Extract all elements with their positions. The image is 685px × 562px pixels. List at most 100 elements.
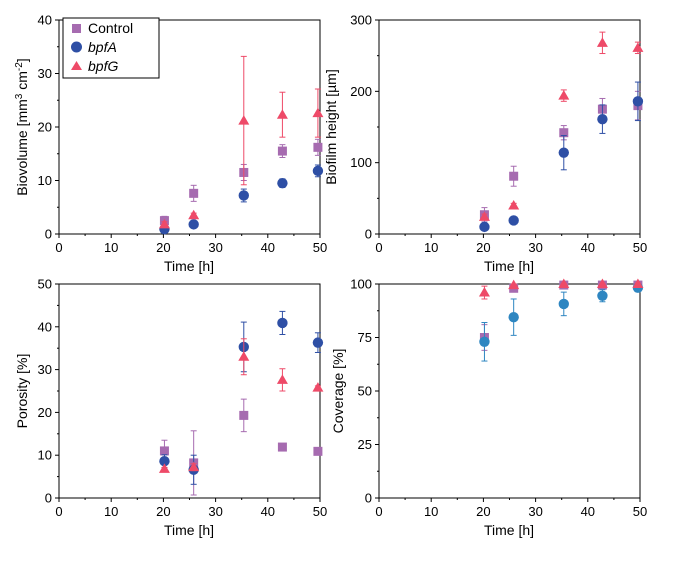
porosity-control-point [159, 446, 169, 456]
porosity-y-tick-label: 40 [38, 319, 52, 334]
legend-bpfG-marker [71, 61, 82, 70]
coverage-y-tick-label: 50 [358, 384, 372, 399]
porosity-y-tick-label: 30 [38, 362, 52, 377]
biovolume-ylabel-part-1: Biovolume [mm [14, 99, 30, 195]
porosity-x-axis-label: Time [h] [164, 522, 214, 538]
porosity-y-tick-label: 0 [45, 491, 52, 506]
biovolume-y-tick-label: 40 [38, 13, 52, 28]
biovolume-control-point [277, 146, 287, 156]
biovolume-control-point [189, 188, 199, 198]
porosity-bpfA-point [312, 337, 324, 348]
porosity-x-tick-label: 0 [55, 504, 62, 519]
porosity-x-tick-label: 30 [208, 504, 222, 519]
coverage-x-tick-label: 40 [581, 504, 595, 519]
biofilm-height-y-tick-label: 300 [350, 13, 372, 28]
porosity-bpfG-point [238, 351, 250, 361]
coverage-x-tick-label: 30 [528, 504, 542, 519]
biovolume-y-tick-label: 0 [45, 227, 52, 242]
porosity-control-point [313, 446, 323, 456]
coverage-bpfG-point [596, 278, 608, 288]
coverage-bpfG-point [558, 278, 570, 288]
biovolume-y-axis-label: Biovolume [mm3 cm-2] [14, 58, 30, 195]
biofilm-height-bpfA-point [558, 147, 569, 158]
biofilm-height-x-tick-label: 0 [375, 240, 382, 255]
porosity-series-bpfG [158, 338, 324, 473]
panel-coverage: 0 10 20 30 40 50 0 25 50 75 100 Time [h] Coverage … [330, 277, 647, 539]
porosity-y-axis-label: Porosity [%] [14, 354, 30, 429]
biovolume-x-axis-label: Time [h] [164, 258, 214, 274]
panel-biovolume: 0 10 20 30 40 50 0 10 20 30 40 Time [h] Biovolume … [14, 13, 327, 275]
porosity-bpfG-point [312, 382, 324, 392]
biofilm-height-control-point [509, 171, 519, 181]
biovolume-x-tick-label: 30 [208, 240, 222, 255]
panel-biofilm-height: 0 10 20 30 40 50 0 100 200 300 Time [h] Biofilm h… [323, 13, 647, 275]
porosity-bpfG-point [188, 461, 200, 472]
porosity-x-tick-label: 50 [313, 504, 327, 519]
coverage-plot-area: 0 10 20 30 40 50 0 25 50 75 100 [350, 277, 647, 520]
legend-bpfA-label: bpfA [88, 39, 117, 55]
legend: Control bpfA bpfG [62, 17, 160, 79]
biofilm-height-series-bpfG [478, 31, 644, 221]
biovolume-bpfA-point [238, 190, 249, 201]
biovolume-y-tick-label: 30 [38, 66, 52, 81]
porosity-plot-area: 0 10 20 30 40 50 0 10 20 30 40 50 [38, 277, 328, 520]
legend-bpfA-marker [71, 41, 82, 53]
porosity-x-tick-label: 40 [261, 504, 275, 519]
coverage-series-bpfA [479, 282, 644, 362]
porosity-y-tick-label: 20 [38, 405, 52, 420]
coverage-series-bpfG [478, 278, 644, 300]
porosity-series-bpfA [159, 310, 324, 485]
biovolume-x-tick-label: 20 [156, 240, 170, 255]
biofilm-height-x-tick-label: 50 [633, 240, 647, 255]
coverage-bpfG-point [478, 287, 490, 297]
biovolume-plot-area: 0 10 20 30 40 50 0 10 20 30 40 [38, 13, 328, 256]
porosity-bpfG-point [276, 374, 288, 384]
panel-porosity: 0 10 20 30 40 50 0 10 20 30 40 50 Time [h] Porosity… [14, 277, 327, 539]
biofilm-height-x-axis-label: Time [h] [484, 258, 534, 274]
biovolume-ylabel-part-2: cm [14, 71, 30, 94]
legend-control-marker [72, 24, 81, 33]
biofilm-height-bpfA-point [597, 113, 608, 125]
biofilm-height-y-tick-label: 0 [365, 227, 372, 242]
porosity-control-point [277, 442, 287, 452]
biofilm-height-x-tick-label: 20 [476, 240, 490, 255]
coverage-y-tick-label: 0 [365, 491, 372, 506]
biofilm-height-bpfG-point [558, 90, 570, 100]
legend-bpfG-label: bpfG [88, 58, 118, 74]
biofilm-height-y-tick-label: 100 [350, 155, 372, 170]
biovolume-series-bpfG [158, 55, 324, 229]
biovolume-y-tick-label: 10 [38, 173, 52, 188]
porosity-bpfA-point [277, 317, 288, 329]
coverage-x-tick-label: 50 [633, 504, 647, 519]
biofilm-height-x-tick-label: 40 [581, 240, 595, 255]
coverage-y-tick-label: 75 [358, 330, 372, 345]
porosity-control-point [239, 410, 249, 420]
coverage-y-tick-label: 25 [358, 437, 372, 452]
biofilm-height-y-tick-label: 200 [350, 84, 372, 99]
biofilm-height-x-tick-label: 10 [424, 240, 438, 255]
biofilm-height-plot-area: 0 10 20 30 40 50 0 100 200 300 [350, 13, 647, 256]
coverage-bpfG-point [632, 278, 644, 288]
biovolume-ylabel-part-3: ] [14, 58, 30, 62]
porosity-x-tick-label: 20 [156, 504, 170, 519]
biofilm-height-x-tick-label: 30 [528, 240, 542, 255]
biovolume-x-tick-label: 50 [313, 240, 327, 255]
porosity-bpfG-point [158, 463, 170, 473]
coverage-x-tick-label: 10 [424, 504, 438, 519]
biovolume-x-tick-label: 10 [104, 240, 118, 255]
coverage-bpfA-point [597, 290, 608, 301]
biofilm-height-bpfA-point [479, 221, 490, 233]
coverage-x-axis-label: Time [h] [484, 522, 534, 538]
coverage-x-tick-label: 0 [375, 504, 382, 519]
porosity-bpfA-point [159, 455, 170, 467]
coverage-y-axis-label: Coverage [%] [330, 349, 346, 434]
biovolume-ylabel-superscript-1: 3 [14, 93, 25, 99]
biofilm-height-bpfG-point [508, 199, 520, 210]
biofilm-height-series-bpfA [479, 81, 644, 233]
porosity-series-control [159, 398, 323, 496]
biovolume-control-point [313, 142, 323, 152]
biovolume-bpfA-point [188, 219, 199, 230]
coverage-y-tick-label: 100 [350, 277, 372, 292]
biovolume-ylabel-superscript-2: -2 [14, 62, 25, 71]
